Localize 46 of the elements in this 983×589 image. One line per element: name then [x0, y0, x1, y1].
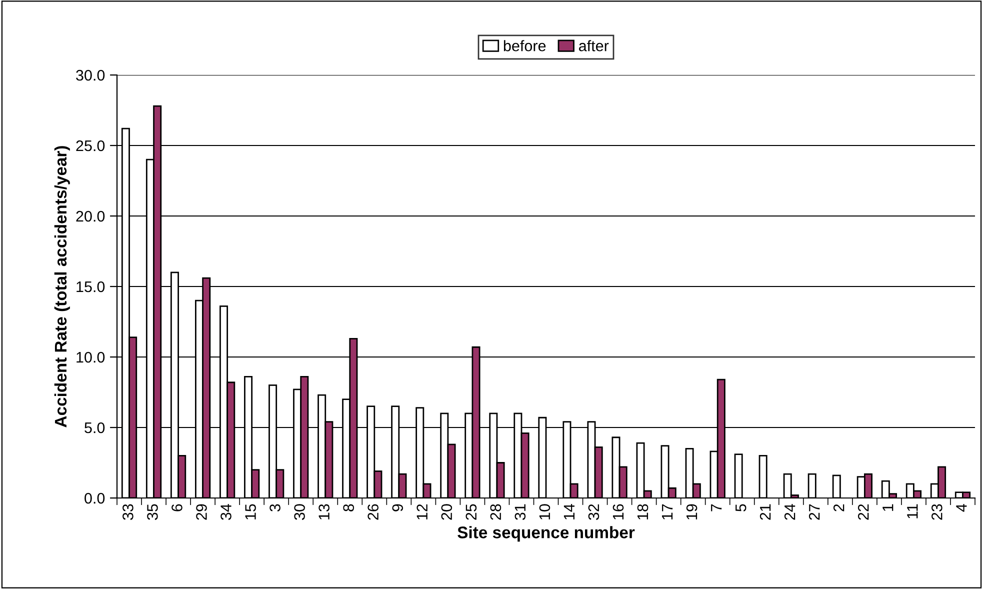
x-tick-label: 12 — [416, 504, 428, 520]
x-tick-label: 17 — [662, 504, 673, 520]
y-axis-title: Accident Rate (total accidents/year) — [54, 146, 70, 428]
x-tick-label: 27 — [808, 504, 820, 520]
y-tick-label: 30.0 — [76, 70, 105, 81]
y-tick-label: 25.0 — [76, 140, 105, 152]
x-tick-label: 19 — [686, 504, 698, 520]
y-tick-label: 5.0 — [84, 422, 105, 434]
x-tick-label: 23 — [932, 504, 942, 520]
x-tick-label: 33 — [122, 504, 134, 520]
x-tick-label: 9 — [392, 504, 404, 512]
x-tick-label: 2 — [833, 504, 844, 512]
legend-label: after — [578, 40, 609, 52]
x-tick-label: 5 — [736, 504, 746, 512]
x-tick-label: 25 — [466, 504, 477, 520]
x-tick-label: 18 — [637, 504, 648, 520]
legend-label: before — [504, 40, 546, 52]
x-tick-label: 11 — [907, 504, 918, 518]
x-axis-title: Site sequence number — [458, 526, 635, 542]
x-tick-label: 34 — [220, 504, 232, 520]
x-tick-label: 22 — [858, 504, 869, 520]
x-tick-label: 7 — [711, 504, 722, 512]
y-tick-label: 15.0 — [76, 281, 105, 292]
y-tick-label: 0.0 — [84, 492, 105, 504]
x-tick-label: 16 — [612, 504, 624, 520]
x-tick-label: 13 — [318, 504, 330, 520]
x-tick-label: 6 — [172, 504, 182, 512]
x-tick-label: 15 — [245, 504, 256, 520]
x-tick-label: 4 — [956, 504, 967, 512]
x-tick-label: 8 — [343, 504, 354, 512]
x-tick-label: 26 — [368, 504, 378, 520]
x-tick-label: 3 — [270, 504, 280, 512]
y-tick-label: 10.0 — [76, 352, 105, 363]
x-tick-label: 35 — [147, 504, 158, 520]
x-tick-label: 28 — [490, 504, 502, 520]
y-tick-label: 20.0 — [76, 210, 105, 222]
x-tick-label: 30 — [294, 504, 305, 520]
x-tick-label: 14 — [564, 504, 574, 520]
x-tick-label: 29 — [196, 504, 207, 520]
x-tick-label: 20 — [441, 504, 452, 520]
x-tick-label: 32 — [588, 504, 600, 520]
x-tick-label: 24 — [784, 504, 796, 520]
x-tick-label: 31 — [514, 504, 526, 520]
x-tick-label: 10 — [539, 504, 550, 520]
x-tick-label: 1 — [882, 504, 894, 511]
x-tick-label: 21 — [760, 504, 771, 520]
